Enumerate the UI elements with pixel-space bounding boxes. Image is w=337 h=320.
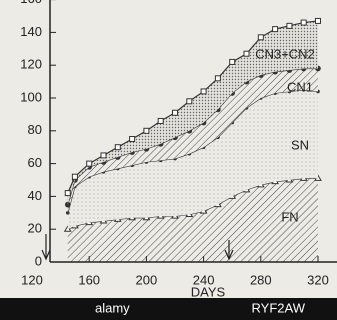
marker (229, 58, 236, 65)
x-tick-label: 200 (136, 272, 158, 287)
plot: FN SN CN1 CN3+CN2 (63, 17, 322, 262)
marker (315, 17, 321, 24)
watermark-code: RYF2AW (252, 300, 306, 315)
series-label: SN (291, 137, 309, 152)
y-tick-label: 80 (28, 122, 42, 137)
y-tick-label: 120 (20, 57, 42, 72)
y-tick-label: 100 (20, 89, 42, 104)
marker (100, 152, 107, 159)
marker (257, 34, 264, 41)
x-axis-label: DAYS (191, 284, 226, 299)
series-label: CN1 (287, 79, 313, 94)
arrow (224, 240, 234, 261)
watermark-bar (0, 298, 337, 320)
x-tick-label: 160 (78, 272, 100, 287)
x-tick-label: 120 (21, 272, 43, 287)
y-tick-label: 20 (28, 221, 42, 236)
watermark-brand: alamy (95, 300, 130, 315)
marker (186, 98, 193, 105)
area-fill (67, 89, 318, 230)
arrow (41, 234, 51, 261)
marker (86, 160, 93, 167)
marker (200, 88, 207, 95)
marker (64, 190, 71, 197)
marker (172, 109, 178, 116)
marker (129, 136, 136, 142)
marker (114, 144, 121, 151)
area-fill (67, 178, 318, 262)
series-label: FN (281, 209, 298, 224)
area-fill (67, 20, 318, 205)
x-tick-label: 280 (250, 272, 272, 287)
marker (214, 75, 221, 82)
marker (71, 173, 78, 180)
area-fill (67, 68, 318, 213)
x-tick-label: 240 (193, 272, 215, 287)
y-tick-label: 140 (20, 24, 42, 39)
marker (143, 127, 150, 134)
y-tick-label: 0 (35, 253, 42, 268)
x-tick-label: 320 (307, 272, 329, 287)
marker (272, 26, 279, 33)
marker (243, 50, 250, 57)
y-tick-label: 60 (28, 155, 42, 170)
marker (300, 19, 307, 26)
series-label: CN3+CN2 (255, 46, 315, 61)
marker (286, 22, 293, 29)
y-tick-label: 160 (20, 0, 42, 6)
marker (157, 117, 164, 124)
y-tick-label: 40 (28, 188, 42, 203)
